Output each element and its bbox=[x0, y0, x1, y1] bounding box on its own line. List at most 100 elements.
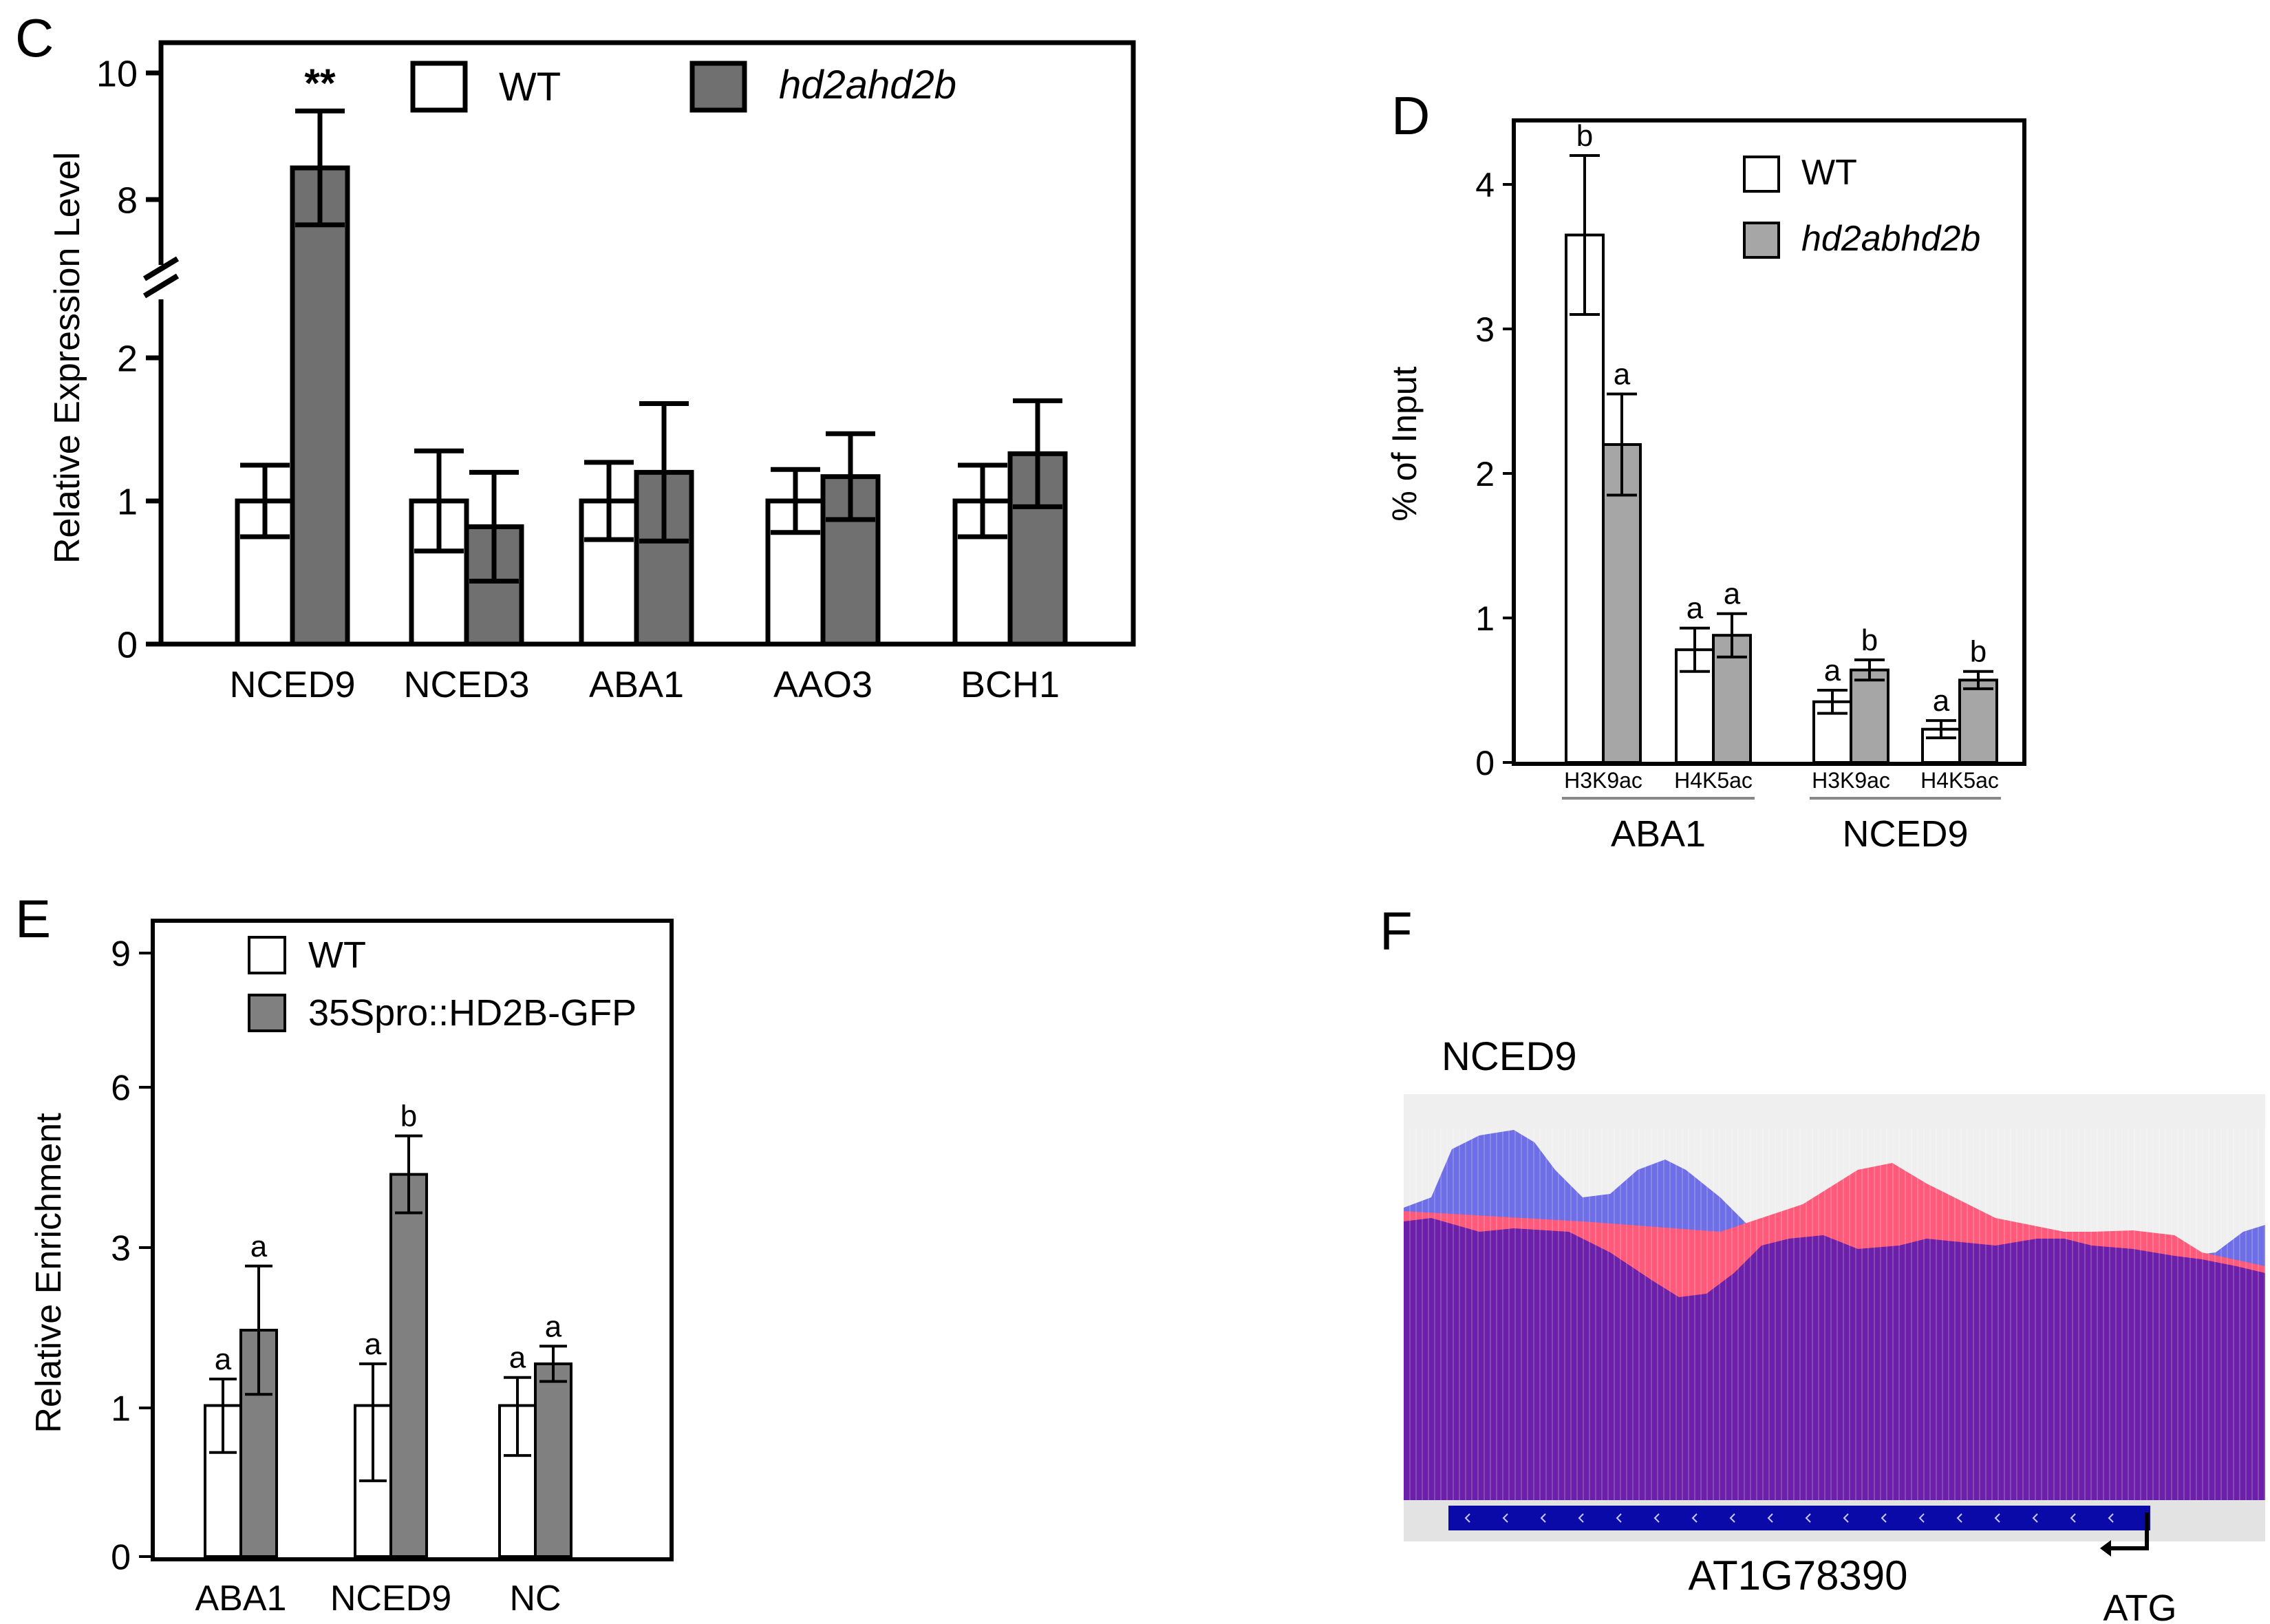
y-tick-label: 8 bbox=[117, 180, 138, 221]
y-tick-label: 6 bbox=[111, 1069, 131, 1109]
y-tick-label: 1 bbox=[117, 481, 138, 522]
x-tick-label: ABA1 bbox=[195, 1579, 287, 1618]
panel-d-x-labels: H3K9ac H4K5ac H3K9ac H4K5ac ABA1 NCED9 bbox=[1562, 768, 2001, 855]
y-tick-label: 1 bbox=[111, 1389, 131, 1429]
panel-e-y-label: Relative Enrichment bbox=[29, 1113, 69, 1433]
panel-e-plot-frame bbox=[151, 919, 674, 1561]
panel-e-legend-swatch-wt bbox=[248, 936, 286, 974]
panel-d-legend-label-mutant: hd2abhd2b bbox=[1801, 219, 1980, 259]
significance-letter: a bbox=[545, 1310, 562, 1343]
significance-letter: a bbox=[365, 1327, 382, 1361]
y-tick-label: 2 bbox=[117, 338, 138, 379]
panel-c-axis-break bbox=[141, 256, 181, 299]
significance-letter: a bbox=[1614, 358, 1631, 392]
strand-chevron bbox=[1805, 1513, 1811, 1523]
y-tick-label: 0 bbox=[117, 624, 138, 665]
group-label: ABA1 bbox=[1611, 813, 1706, 855]
panel-f-gene-model bbox=[1448, 1506, 2150, 1530]
significance-letter: b bbox=[1861, 623, 1878, 657]
panel-c-y-ticks: 0 1 2 8 10 bbox=[96, 53, 161, 665]
bar bbox=[290, 165, 350, 647]
x-tick-label: H4K5ac bbox=[1674, 768, 1753, 793]
x-tick-label: AAO3 bbox=[773, 664, 872, 705]
strand-chevron bbox=[1653, 1513, 1660, 1523]
panel-d-y-label: % of Input bbox=[1385, 366, 1424, 521]
panel-e-x-labels: ABA1 NCED9 NC bbox=[195, 1579, 561, 1618]
panel-e-legend: WT 35Spro::HD2B-GFP bbox=[248, 934, 636, 1034]
y-tick-label: 3 bbox=[1475, 310, 1495, 349]
panel-d-legend-swatch-mutant bbox=[1743, 222, 1780, 259]
panel-c: C 0 1 2 8 10 Relative Expression Level ** NC… bbox=[15, 8, 1136, 705]
strand-chevron bbox=[1502, 1513, 1508, 1523]
panel-f-strand-chevrons bbox=[1464, 1513, 2114, 1523]
panel-f-overlap-track bbox=[1404, 1218, 2265, 1500]
group-label: NCED9 bbox=[1842, 813, 1968, 855]
significance-letter: a bbox=[250, 1230, 268, 1263]
bar bbox=[1602, 443, 1642, 764]
panel-f-gene-label: AT1G78390 bbox=[1688, 1552, 1907, 1599]
strand-chevron bbox=[1994, 1513, 2000, 1523]
strand-chevron bbox=[1767, 1513, 1773, 1523]
panel-e-legend-label-wt: WT bbox=[308, 934, 366, 976]
panel-e-legend-swatch-gfp bbox=[248, 994, 286, 1032]
y-tick-label: 3 bbox=[111, 1229, 131, 1269]
panel-f-tss-arrowhead bbox=[2100, 1540, 2111, 1557]
strand-chevron bbox=[1464, 1513, 1470, 1523]
significance-letter: b bbox=[1970, 635, 1987, 669]
panel-c-x-labels: NCED9 NCED3 ABA1 AAO3 BCH1 bbox=[229, 664, 1060, 705]
strand-chevron bbox=[2108, 1513, 2114, 1523]
panel-c-legend-swatch-wt bbox=[410, 61, 468, 113]
significance-letter: a bbox=[1824, 654, 1841, 687]
y-tick-label: 4 bbox=[1475, 166, 1495, 204]
strand-chevron bbox=[2032, 1513, 2038, 1523]
x-tick-label: NCED9 bbox=[229, 664, 355, 705]
panel-f-title: NCED9 bbox=[1442, 1034, 1577, 1079]
strand-chevron bbox=[1578, 1513, 1584, 1523]
strand-chevron bbox=[1843, 1513, 1849, 1523]
bar bbox=[534, 1362, 572, 1559]
strand-chevron bbox=[1881, 1513, 1887, 1523]
bar bbox=[1850, 668, 1889, 764]
x-tick-label: H4K5ac bbox=[1920, 768, 1999, 793]
panel-f-tss-label: ATG bbox=[2103, 1588, 2177, 1624]
panel-d-plot-frame bbox=[1512, 118, 2026, 766]
panel-c-legend-label-wt: WT bbox=[499, 65, 561, 109]
panel-f: F NCED9 AT1G78390 ATG bbox=[1380, 901, 2265, 1624]
panel-c-legend-label-mutant: hd2ahd2b bbox=[779, 63, 956, 107]
y-tick-label: 0 bbox=[1475, 744, 1495, 782]
panel-d-y-ticks: 0 1 2 3 4 bbox=[1475, 166, 1514, 782]
significance-letter: a bbox=[1724, 577, 1741, 611]
panel-c-legend-swatch-mutant bbox=[689, 61, 747, 113]
significance-letter: a bbox=[1933, 684, 1950, 718]
strand-chevron bbox=[1918, 1513, 1925, 1523]
significance-letter: a bbox=[215, 1343, 232, 1376]
y-tick-label: 9 bbox=[111, 934, 131, 974]
panel-c-y-label: Relative Expression Level bbox=[47, 152, 87, 564]
strand-chevron bbox=[1616, 1513, 1622, 1523]
significance-letter: b bbox=[1576, 119, 1593, 153]
x-tick-label: NCED9 bbox=[330, 1579, 451, 1618]
panel-c-letter: C bbox=[15, 8, 54, 68]
strand-chevron bbox=[1540, 1513, 1546, 1523]
significance-letter: b bbox=[400, 1100, 417, 1133]
panel-e-letter: E bbox=[15, 888, 51, 949]
strand-chevron bbox=[1729, 1513, 1735, 1523]
panel-e-legend-label-gfp: 35Spro::HD2B-GFP bbox=[308, 992, 636, 1034]
significance-annotation: ** bbox=[304, 61, 336, 106]
significance-letter: a bbox=[509, 1341, 526, 1375]
strand-chevron bbox=[1956, 1513, 1962, 1523]
x-tick-label: NC bbox=[509, 1579, 561, 1618]
bar bbox=[389, 1173, 428, 1558]
panel-f-letter: F bbox=[1380, 901, 1413, 961]
bar bbox=[1958, 679, 1998, 764]
y-tick-label: 1 bbox=[1475, 599, 1495, 638]
panel-c-legend: WT hd2ahd2b bbox=[410, 61, 956, 113]
x-tick-label: BCH1 bbox=[961, 664, 1060, 705]
significance-letter: a bbox=[1687, 592, 1704, 626]
panel-d-legend: WT hd2abhd2b bbox=[1743, 153, 1980, 259]
